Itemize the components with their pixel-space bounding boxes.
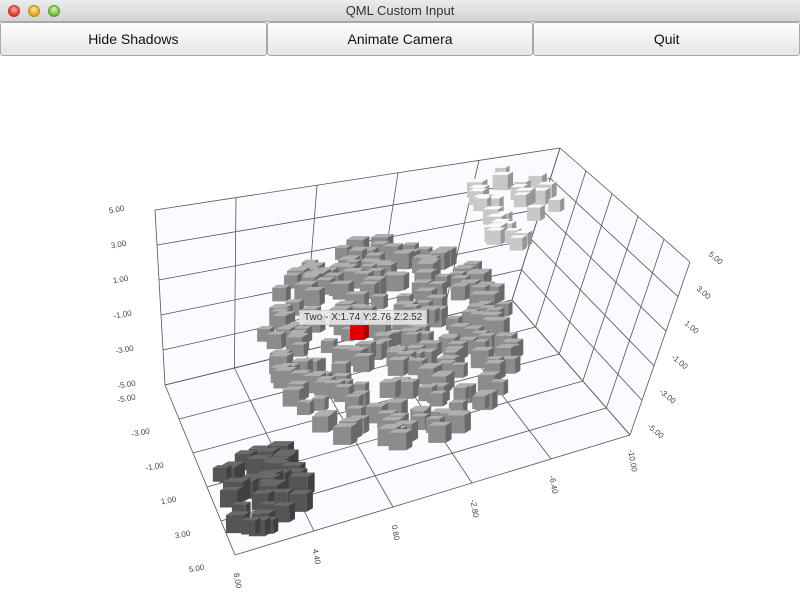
x-axis-tick-label: 4.40: [311, 548, 323, 565]
right-axis-tick-label: 3.00: [695, 284, 713, 301]
floor-gridline: [164, 299, 513, 386]
selected-item-label: Two - X:1.74 Y:2.76 Z:2.52: [299, 310, 428, 325]
right-wall-gridline: [582, 216, 639, 382]
selected-item[interactable]: [350, 323, 369, 340]
x-axis-tick-label: 8.00: [232, 572, 244, 589]
quit-button[interactable]: Quit: [533, 22, 800, 56]
series-two-item[interactable]: [379, 378, 401, 398]
minimize-window-button[interactable]: [28, 5, 40, 17]
series-three-item[interactable]: [513, 192, 531, 208]
hide-shadows-button[interactable]: Hide Shadows: [0, 22, 267, 56]
x-axis-tick-label: -10.00: [626, 449, 639, 473]
window-title: QML Custom Input: [345, 3, 455, 18]
series-three-item[interactable]: [548, 197, 565, 212]
series-two-item[interactable]: [429, 390, 448, 407]
right-wall-gridline: [530, 238, 655, 367]
series-two-item[interactable]: [266, 331, 287, 350]
y-axis-tick-label: 5.00: [108, 204, 125, 216]
y-axis-tick-label: 3.00: [110, 239, 127, 251]
z-axis-tick-label: -1.00: [145, 460, 165, 472]
series-two-item[interactable]: [353, 352, 375, 373]
series-two-item[interactable]: [291, 342, 309, 357]
series-three-item[interactable]: [526, 204, 545, 221]
series-two-item[interactable]: [370, 293, 388, 310]
animate-camera-button[interactable]: Animate Camera: [266, 22, 534, 56]
series-two-item[interactable]: [388, 429, 413, 451]
right-wall: [512, 148, 690, 435]
maximize-window-button[interactable]: [48, 5, 60, 17]
x-axis-tick-label: 0.80: [390, 524, 402, 541]
series-two-item[interactable]: [296, 399, 315, 416]
right-axis-tick-label: -5.00: [646, 422, 666, 441]
close-window-button[interactable]: [8, 5, 20, 17]
toolbar: Hide Shadows Animate Camera Quit: [0, 22, 800, 57]
z-axis-tick-label: -3.00: [131, 426, 151, 438]
scatter-3d-graph[interactable]: 5.00 3.00 1.00 -1.00 -3.00 -5.00 -5.00 -3.00 -1.…: [0, 57, 800, 600]
y-axis-tick-label: 1.00: [112, 274, 129, 286]
y-axis-tick-label: -3.00: [115, 343, 135, 355]
right-wall-gridline: [550, 178, 679, 297]
right-wall-gridline: [629, 261, 691, 436]
title-bar: QML Custom Input: [0, 0, 800, 22]
back-wall-gridline: [154, 209, 166, 386]
series-two-item[interactable]: [387, 356, 410, 376]
right-wall-gridline: [535, 170, 587, 328]
series-three-item[interactable]: [509, 235, 527, 251]
series-two-item[interactable]: [333, 423, 358, 445]
series-two-item[interactable]: [272, 284, 291, 302]
back-wall-gridline: [234, 197, 237, 369]
floor-gridline: [164, 384, 236, 556]
series-three-item[interactable]: [492, 171, 514, 191]
series-two-item[interactable]: [311, 395, 329, 411]
x-axis-tick-label: -6.40: [547, 475, 559, 495]
right-wall-gridline: [521, 269, 643, 401]
right-wall-gridline: [511, 147, 561, 301]
series-three-item[interactable]: [486, 227, 506, 245]
back-wall-gridline: [154, 147, 561, 211]
y-axis-tick-label: -5.00: [117, 378, 137, 390]
series-one-item[interactable]: [241, 517, 261, 535]
z-axis-tick-label: 1.00: [160, 495, 177, 507]
y-axis-tick-label: -1.00: [113, 308, 133, 320]
right-wall-gridline: [606, 239, 665, 409]
series-two-item[interactable]: [428, 421, 452, 443]
right-axis-tick-label: -3.00: [658, 387, 678, 406]
right-wall-gridline: [559, 147, 691, 263]
right-axis-tick-label: 1.00: [683, 319, 701, 336]
series-two-item[interactable]: [388, 272, 410, 291]
series-two-item[interactable]: [312, 413, 334, 433]
series-two-item[interactable]: [450, 283, 470, 301]
floor-gridline: [511, 299, 631, 436]
series-two-item[interactable]: [472, 393, 490, 410]
right-axis-tick-label: 5.00: [707, 250, 725, 267]
z-axis-tick-label: 5.00: [188, 563, 205, 575]
series-one-item[interactable]: [212, 465, 232, 482]
series-two-item[interactable]: [453, 385, 470, 401]
x-axis-tick-label: -2.80: [468, 499, 480, 519]
series-two-item[interactable]: [303, 287, 325, 307]
z-axis-tick-label: -5.00: [117, 392, 137, 404]
right-axis-tick-label: -1.00: [670, 353, 690, 372]
right-wall-gridline: [558, 193, 613, 355]
z-axis-tick-label: 3.00: [174, 529, 191, 541]
right-wall-gridline: [540, 208, 667, 332]
floor-gridline: [234, 434, 631, 556]
